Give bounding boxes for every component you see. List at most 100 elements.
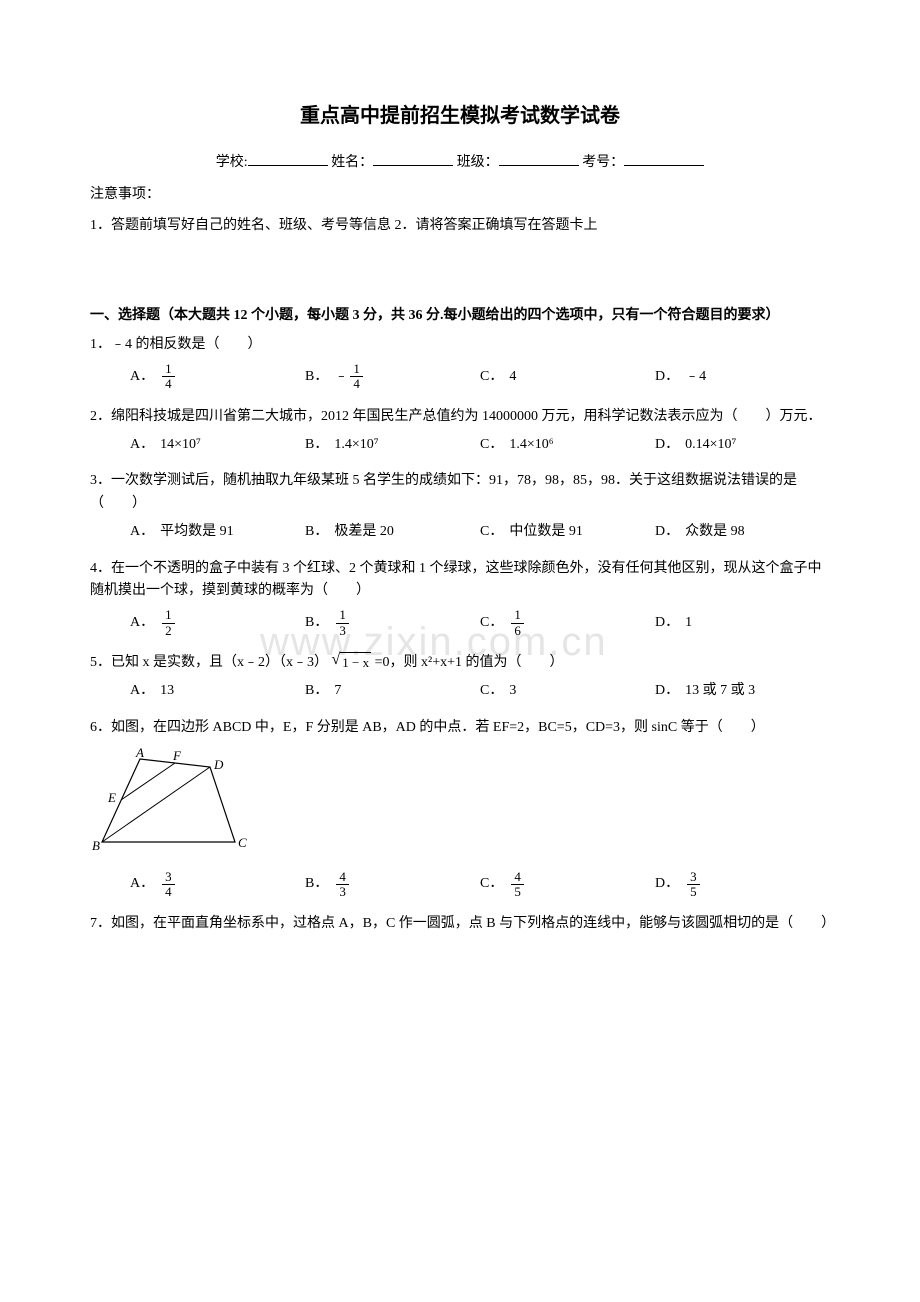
- q2-opt-a: A． 14×10⁷: [130, 434, 305, 456]
- opt-label: A．: [130, 612, 154, 634]
- q1-options: A． 14 B． ﹣ 14 C． 4 D． ﹣4: [90, 362, 830, 392]
- id-blank: [624, 152, 704, 166]
- opt-label: A．: [130, 680, 154, 702]
- opt-value: 众数是 98: [685, 521, 745, 543]
- fraction: 14: [350, 362, 363, 392]
- q6-options: A．34 B．43 C．45 D．35: [90, 870, 830, 900]
- fraction: 43: [336, 870, 349, 900]
- q3-opt-b: B． 极差是 20: [305, 521, 480, 543]
- opt-label: C．: [480, 521, 503, 543]
- opt-label: D．: [655, 680, 679, 702]
- label-d: D: [213, 757, 224, 772]
- frac-num: 1: [162, 362, 175, 376]
- opt-label: B．: [305, 680, 328, 702]
- radicand: 1 − x: [340, 652, 371, 674]
- q3-options: A．平均数是 91 B．极差是 20 C．中位数是 91 D．众数是 98: [90, 521, 830, 543]
- frac-den: 5: [687, 884, 700, 899]
- q6-figure: A F D E B C: [90, 747, 830, 865]
- label-b: B: [92, 838, 100, 853]
- notice-title: 注意事项：: [90, 184, 830, 206]
- prefix: ﹣: [334, 366, 348, 388]
- opt-value: 4: [509, 366, 516, 388]
- frac-num: 1: [511, 608, 524, 622]
- school-label: 学校:: [216, 155, 248, 170]
- q2-text: 2．绵阳科技城是四川省第二大城市，2012 年国民生产总值约为 14000000…: [90, 406, 830, 428]
- frac-num: 1: [162, 608, 175, 622]
- q6-opt-a: A．34: [130, 870, 305, 900]
- label-c: C: [238, 835, 247, 850]
- frac-den: 5: [511, 884, 524, 899]
- frac-den: 3: [336, 623, 349, 638]
- opt-value: 极差是 20: [334, 521, 394, 543]
- name-blank: [373, 152, 453, 166]
- q5-before: 5．已知 x 是实数，且（x﹣2）（x﹣3）: [90, 655, 328, 670]
- opt-label: D．: [655, 434, 679, 456]
- notice-body: 1．答题前填写好自己的姓名、班级、考号等信息 2．请将答案正确填写在答题卡上: [90, 215, 830, 237]
- section-1-title: 一、选择题（本大题共 12 个小题，每小题 3 分，共 36 分.每小题给出的四…: [90, 305, 830, 327]
- q2-opt-c: C． 1.4×10⁶: [480, 434, 655, 456]
- q1-opt-c: C． 4: [480, 362, 655, 392]
- fraction: 34: [162, 870, 175, 900]
- opt-label: C．: [480, 680, 503, 702]
- frac-num: 4: [511, 870, 524, 884]
- q5-opt-c: C． 3: [480, 680, 655, 702]
- q6-opt-d: D． 35: [655, 870, 830, 900]
- q2-opt-d: D．0.14×10⁷: [655, 434, 830, 456]
- frac-den: 3: [336, 884, 349, 899]
- q5-after: =0，则 x²+x+1 的值为（ ）: [375, 655, 564, 670]
- frac-num: 3: [162, 870, 175, 884]
- q4-options: A．12 B．13 C．16 D．1: [90, 608, 830, 638]
- name-label: 姓名：: [331, 155, 373, 170]
- page-title: 重点高中提前招生模拟考试数学试卷: [90, 100, 830, 132]
- opt-value: 1.4×10⁶: [509, 434, 553, 456]
- frac-den: 4: [350, 376, 363, 391]
- fraction: 35: [687, 870, 700, 900]
- opt-label: B．: [305, 434, 328, 456]
- opt-value: ﹣4: [685, 366, 706, 388]
- opt-label: B．: [305, 612, 328, 634]
- opt-label: B．: [305, 873, 328, 895]
- q4-text: 4．在一个不透明的盒子中装有 3 个红球、2 个黄球和 1 个绿球，这些球除颜色…: [90, 558, 830, 603]
- opt-value: 7: [334, 680, 341, 702]
- q1-opt-d: D． ﹣4: [655, 362, 830, 392]
- fraction: 14: [162, 362, 175, 392]
- q1-opt-a: A． 14: [130, 362, 305, 392]
- opt-label: A．: [130, 434, 154, 456]
- opt-label: A．: [130, 366, 154, 388]
- q3-opt-d: D． 众数是 98: [655, 521, 830, 543]
- opt-value: 14×10⁷: [160, 434, 201, 456]
- q5-opt-b: B． 7: [305, 680, 480, 702]
- opt-label: D．: [655, 873, 679, 895]
- q3-text: 3．一次数学测试后，随机抽取九年级某班 5 名学生的成绩如下：91，78，98，…: [90, 470, 830, 515]
- opt-label: D．: [655, 612, 679, 634]
- opt-value: 3: [509, 680, 516, 702]
- q5-opt-a: A． 13: [130, 680, 305, 702]
- q1-opt-b: B． ﹣ 14: [305, 362, 480, 392]
- label-e: E: [107, 790, 116, 805]
- opt-value: 13 或 7 或 3: [685, 680, 755, 702]
- opt-value: 13: [160, 680, 174, 702]
- opt-label: B．: [305, 521, 328, 543]
- q4-opt-d: D． 1: [655, 608, 830, 638]
- q3-opt-c: C． 中位数是 91: [480, 521, 655, 543]
- q1-text: 1．﹣4 的相反数是（ ）: [90, 334, 830, 356]
- opt-label: A．: [130, 521, 154, 543]
- opt-label: C．: [480, 434, 503, 456]
- q4-opt-b: B． 13: [305, 608, 480, 638]
- frac-den: 6: [511, 623, 524, 638]
- q5-opt-d: D． 13 或 7 或 3: [655, 680, 830, 702]
- opt-value: 1: [685, 612, 692, 634]
- label-a: A: [135, 747, 144, 760]
- opt-label: D．: [655, 521, 679, 543]
- q6-text: 6．如图，在四边形 ABCD 中，E，F 分别是 AB，AD 的中点．若 EF=…: [90, 717, 830, 739]
- q2-opt-b: B． 1.4×10⁷: [305, 434, 480, 456]
- frac-den: 4: [162, 376, 175, 391]
- opt-value: 中位数是 91: [509, 521, 583, 543]
- opt-label: C．: [480, 873, 503, 895]
- opt-label: B．: [305, 366, 328, 388]
- q6-opt-b: B． 43: [305, 870, 480, 900]
- opt-value: 1.4×10⁷: [334, 434, 378, 456]
- label-f: F: [172, 748, 182, 763]
- frac-num: 1: [336, 608, 349, 622]
- q5-text: 5．已知 x 是实数，且（x﹣2）（x﹣3） √1 − x =0，则 x²+x+…: [90, 652, 830, 675]
